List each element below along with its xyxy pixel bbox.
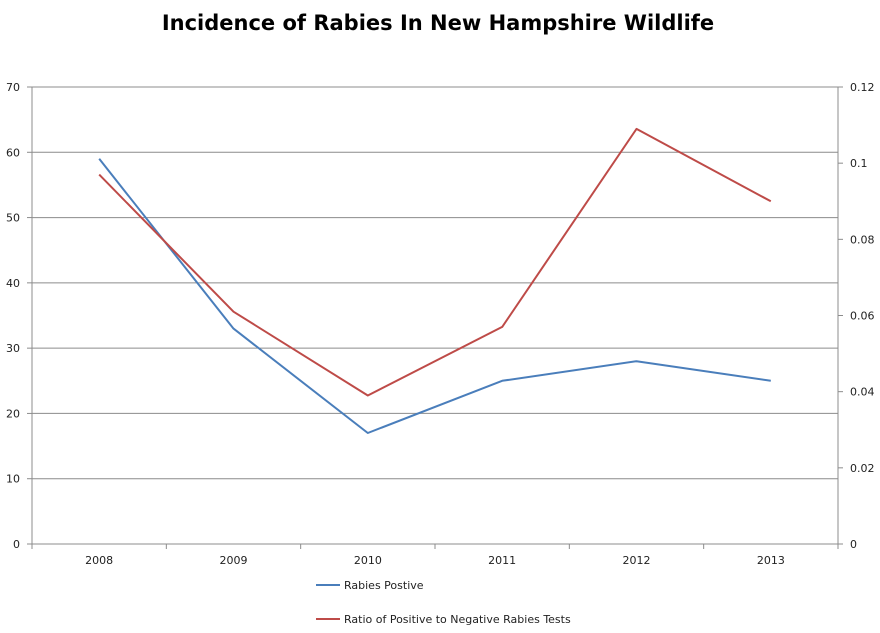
left-tick-label: 50 xyxy=(6,212,20,225)
right-tick-label: 0.02 xyxy=(850,462,875,475)
x-tick-label: 2009 xyxy=(220,554,248,567)
right-tick-label: 0 xyxy=(850,538,857,551)
left-tick-label: 30 xyxy=(6,342,20,355)
left-tick-label: 10 xyxy=(6,473,20,486)
left-tick-label: 20 xyxy=(6,407,20,420)
legend-label: Rabies Postive xyxy=(344,579,424,592)
x-axis-ticks: 2008 2009 2010 2011 2012 2013 xyxy=(31,544,839,567)
right-tick-label: 0.12 xyxy=(850,81,875,94)
left-axis-ticks: 0 10 20 30 40 50 60 70 xyxy=(6,81,32,551)
right-axis-ticks: 0 0.02 0.04 0.06 0.08 0.1 0.12 xyxy=(838,81,875,551)
series-line-2 xyxy=(98,127,772,397)
left-tick-label: 0 xyxy=(13,538,20,551)
x-tick-label: 2011 xyxy=(488,554,516,567)
gridlines xyxy=(32,86,838,545)
axes xyxy=(31,87,839,545)
legend-label: Ratio of Positive to Negative Rabies Tes… xyxy=(344,613,571,626)
right-tick-label: 0.1 xyxy=(850,157,868,170)
left-tick-label: 40 xyxy=(6,277,20,290)
x-tick-label: 2010 xyxy=(354,554,382,567)
left-tick-label: 60 xyxy=(6,146,20,159)
x-tick-label: 2013 xyxy=(757,554,785,567)
right-tick-label: 0.04 xyxy=(850,386,875,399)
right-tick-label: 0.08 xyxy=(850,233,875,246)
left-tick-label: 70 xyxy=(6,81,20,94)
x-tick-label: 2008 xyxy=(85,554,113,567)
chart-title: Incidence of Rabies In New Hampshire Wil… xyxy=(162,11,714,35)
x-tick-label: 2012 xyxy=(623,554,651,567)
series-line-1 xyxy=(98,158,771,434)
series-lines xyxy=(98,127,772,434)
right-tick-label: 0.06 xyxy=(850,310,875,323)
legend: Rabies Postive Ratio of Positive to Negat… xyxy=(316,579,571,626)
